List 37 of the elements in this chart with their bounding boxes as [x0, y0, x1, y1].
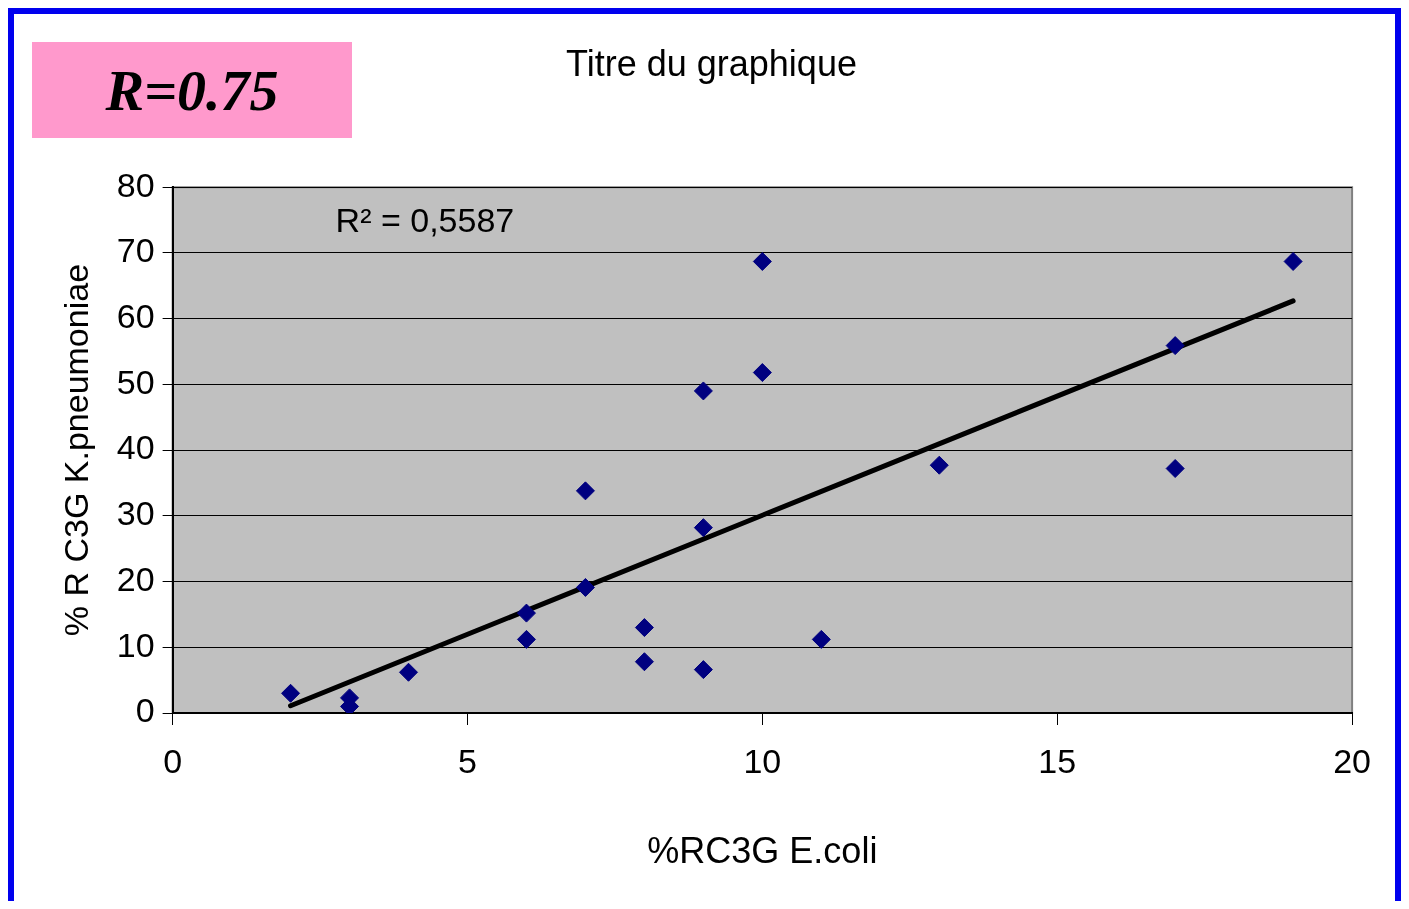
text: R=0.75: [32, 42, 352, 138]
point: [1165, 459, 1185, 478]
chart-title: Titre du graphique: [566, 42, 857, 84]
y-tick-label: 30: [116, 494, 155, 533]
point: [752, 363, 772, 383]
point: [693, 381, 713, 401]
point: [811, 629, 831, 649]
x-tick-label: 0: [163, 741, 183, 780]
y-tick-label: 70: [116, 231, 155, 270]
point: [399, 662, 419, 682]
x-tick-label: 5: [458, 741, 477, 780]
point: [634, 652, 654, 672]
point: [752, 251, 772, 271]
y-tick-label: 60: [116, 297, 155, 336]
x-axis-title: %RC3G E.coli: [647, 830, 878, 872]
x-tick-label: 15: [1038, 741, 1077, 780]
point: [1283, 251, 1303, 271]
x-tick-label: 10: [743, 741, 782, 780]
annotation: R² = 0,5587: [335, 200, 515, 239]
y-tick-label: 80: [116, 165, 155, 204]
y-tick-label: 0: [135, 691, 155, 730]
y-tick-label: 20: [116, 559, 155, 598]
y-tick-label: 40: [116, 428, 155, 467]
point: [693, 660, 713, 680]
point: [634, 618, 654, 638]
point: [929, 455, 949, 475]
point: [281, 683, 301, 703]
point: [516, 629, 536, 649]
point: [575, 481, 595, 501]
y-tick-label: 10: [116, 625, 155, 664]
x-tick-label: 20: [1333, 741, 1371, 780]
point: [516, 603, 536, 623]
y-axis-title: % R C3G K.pneumoniae: [56, 263, 95, 637]
point: [575, 577, 595, 597]
point: [693, 518, 713, 538]
point: [1165, 336, 1185, 356]
y-tick-label: 50: [116, 362, 155, 401]
